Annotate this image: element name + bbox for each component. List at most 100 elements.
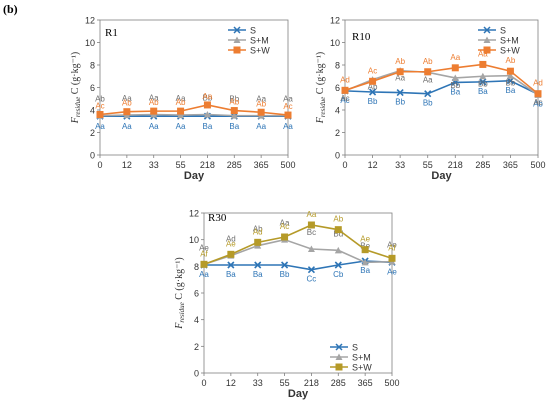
data-label: Aa (199, 270, 209, 279)
data-label: Aa (203, 92, 213, 101)
x-tick-label: 0 (201, 378, 206, 388)
panel-title: R10 (352, 31, 371, 43)
data-point (479, 78, 487, 86)
data-point (123, 108, 131, 116)
legend-marker (335, 343, 343, 351)
x-tick-label: 285 (227, 160, 242, 170)
data-label: Bb (450, 81, 460, 90)
data-label: Ab (122, 99, 132, 108)
data-label: Cc (307, 275, 317, 284)
data-label: Ac (283, 102, 292, 111)
y-axis-label: Fresidue C (g·kg⁻¹) (174, 257, 186, 329)
data-label: Ab (149, 98, 159, 107)
data-point (200, 260, 208, 268)
data-label: Ba (229, 122, 239, 131)
data-label: Aa (280, 219, 290, 228)
data-label: Ba (450, 87, 460, 96)
data-point (334, 246, 342, 254)
series-line-s (344, 79, 539, 95)
data-label: Ac (280, 222, 289, 231)
x-tick-label: 12 (226, 378, 236, 388)
data-label: Aa (423, 75, 433, 84)
x-axis-label: Day (431, 170, 452, 182)
y-axis-label: Fresidue C (g·kg⁻¹) (70, 52, 82, 124)
legend-label: S+W (500, 46, 520, 56)
data-label: Ae (387, 241, 397, 250)
x-tick-label: 285 (475, 160, 490, 170)
series-line-s-w (203, 224, 393, 266)
data-label: Ad (533, 79, 543, 88)
legend-marker (335, 353, 343, 360)
x-tick-label: 500 (384, 378, 399, 388)
series-line-s-m (344, 69, 539, 96)
data-label: Ab (533, 99, 543, 108)
data-label: Ba (478, 87, 488, 96)
data-point (341, 86, 349, 94)
data-point (479, 60, 487, 68)
data-point (227, 261, 235, 269)
data-label: Af (388, 243, 396, 252)
x-tick-label: 55 (176, 160, 186, 170)
figure-label: (b) (3, 2, 18, 16)
x-tick-label: 218 (200, 160, 215, 170)
data-label: Ab (506, 56, 516, 65)
y-tick-label: 2 (194, 342, 199, 352)
x-tick-label: 500 (530, 160, 545, 170)
data-label: Bb (229, 95, 239, 104)
x-tick-label: 365 (254, 160, 269, 170)
data-label: Ba (226, 270, 236, 279)
data-point (388, 254, 396, 262)
y-tick-label: 6 (90, 83, 95, 93)
x-axis-label: Day (288, 388, 309, 400)
data-label: Ac (368, 66, 377, 75)
x-tick-label: 0 (342, 160, 347, 170)
data-point (506, 72, 514, 79)
data-point (361, 246, 369, 254)
y-tick-label: 8 (194, 262, 199, 272)
data-point (177, 107, 185, 115)
x-tick-label: 55 (423, 160, 433, 170)
data-label: Aa (122, 122, 132, 131)
legend-marker (233, 26, 241, 34)
data-point (307, 221, 315, 229)
x-tick-label: 365 (358, 378, 373, 388)
data-label: Aa (176, 122, 186, 131)
series-line-s-m (203, 238, 393, 266)
series-line-s-w (99, 104, 289, 116)
y-tick-label: 10 (330, 38, 340, 48)
x-tick-label: 33 (149, 160, 159, 170)
legend-label: S+W (352, 363, 372, 373)
data-label: Bd (333, 229, 343, 238)
data-label: Bb (368, 97, 378, 106)
data-point (506, 67, 514, 75)
data-point (177, 111, 185, 119)
data-point (230, 107, 238, 115)
data-label: Ac (95, 102, 104, 111)
data-label: Ad (253, 227, 263, 236)
data-label: Ae (360, 235, 370, 244)
x-tick-label: 12 (122, 160, 132, 170)
plot-area (203, 212, 393, 374)
data-label: Bb (203, 94, 213, 103)
legend-label: S+W (250, 46, 270, 56)
data-label: Aa (176, 94, 186, 103)
x-tick-label: 33 (253, 378, 263, 388)
data-point (479, 72, 487, 80)
y-tick-label: 6 (194, 289, 199, 299)
data-label: Aa (149, 94, 159, 103)
data-label: Ac (340, 96, 349, 105)
data-label: Bb (506, 79, 516, 88)
x-tick-label: 12 (368, 160, 378, 170)
data-label: Ac (340, 94, 349, 103)
data-label: Aa (450, 53, 460, 62)
data-label: Aa (256, 95, 266, 104)
data-point (254, 238, 262, 246)
data-point (281, 233, 289, 241)
legend-marker (233, 36, 241, 43)
legend-label: S+M (500, 36, 519, 46)
data-label: Ae (387, 267, 397, 276)
data-label: Ad (226, 235, 236, 244)
data-label: Ae (199, 243, 209, 252)
chart-panel-r30: 0 2 4 6 8 10 12 0 12 33 55 218 285 365 500 Day Fresidue … (174, 209, 400, 401)
y-tick-label: 4 (335, 106, 340, 116)
